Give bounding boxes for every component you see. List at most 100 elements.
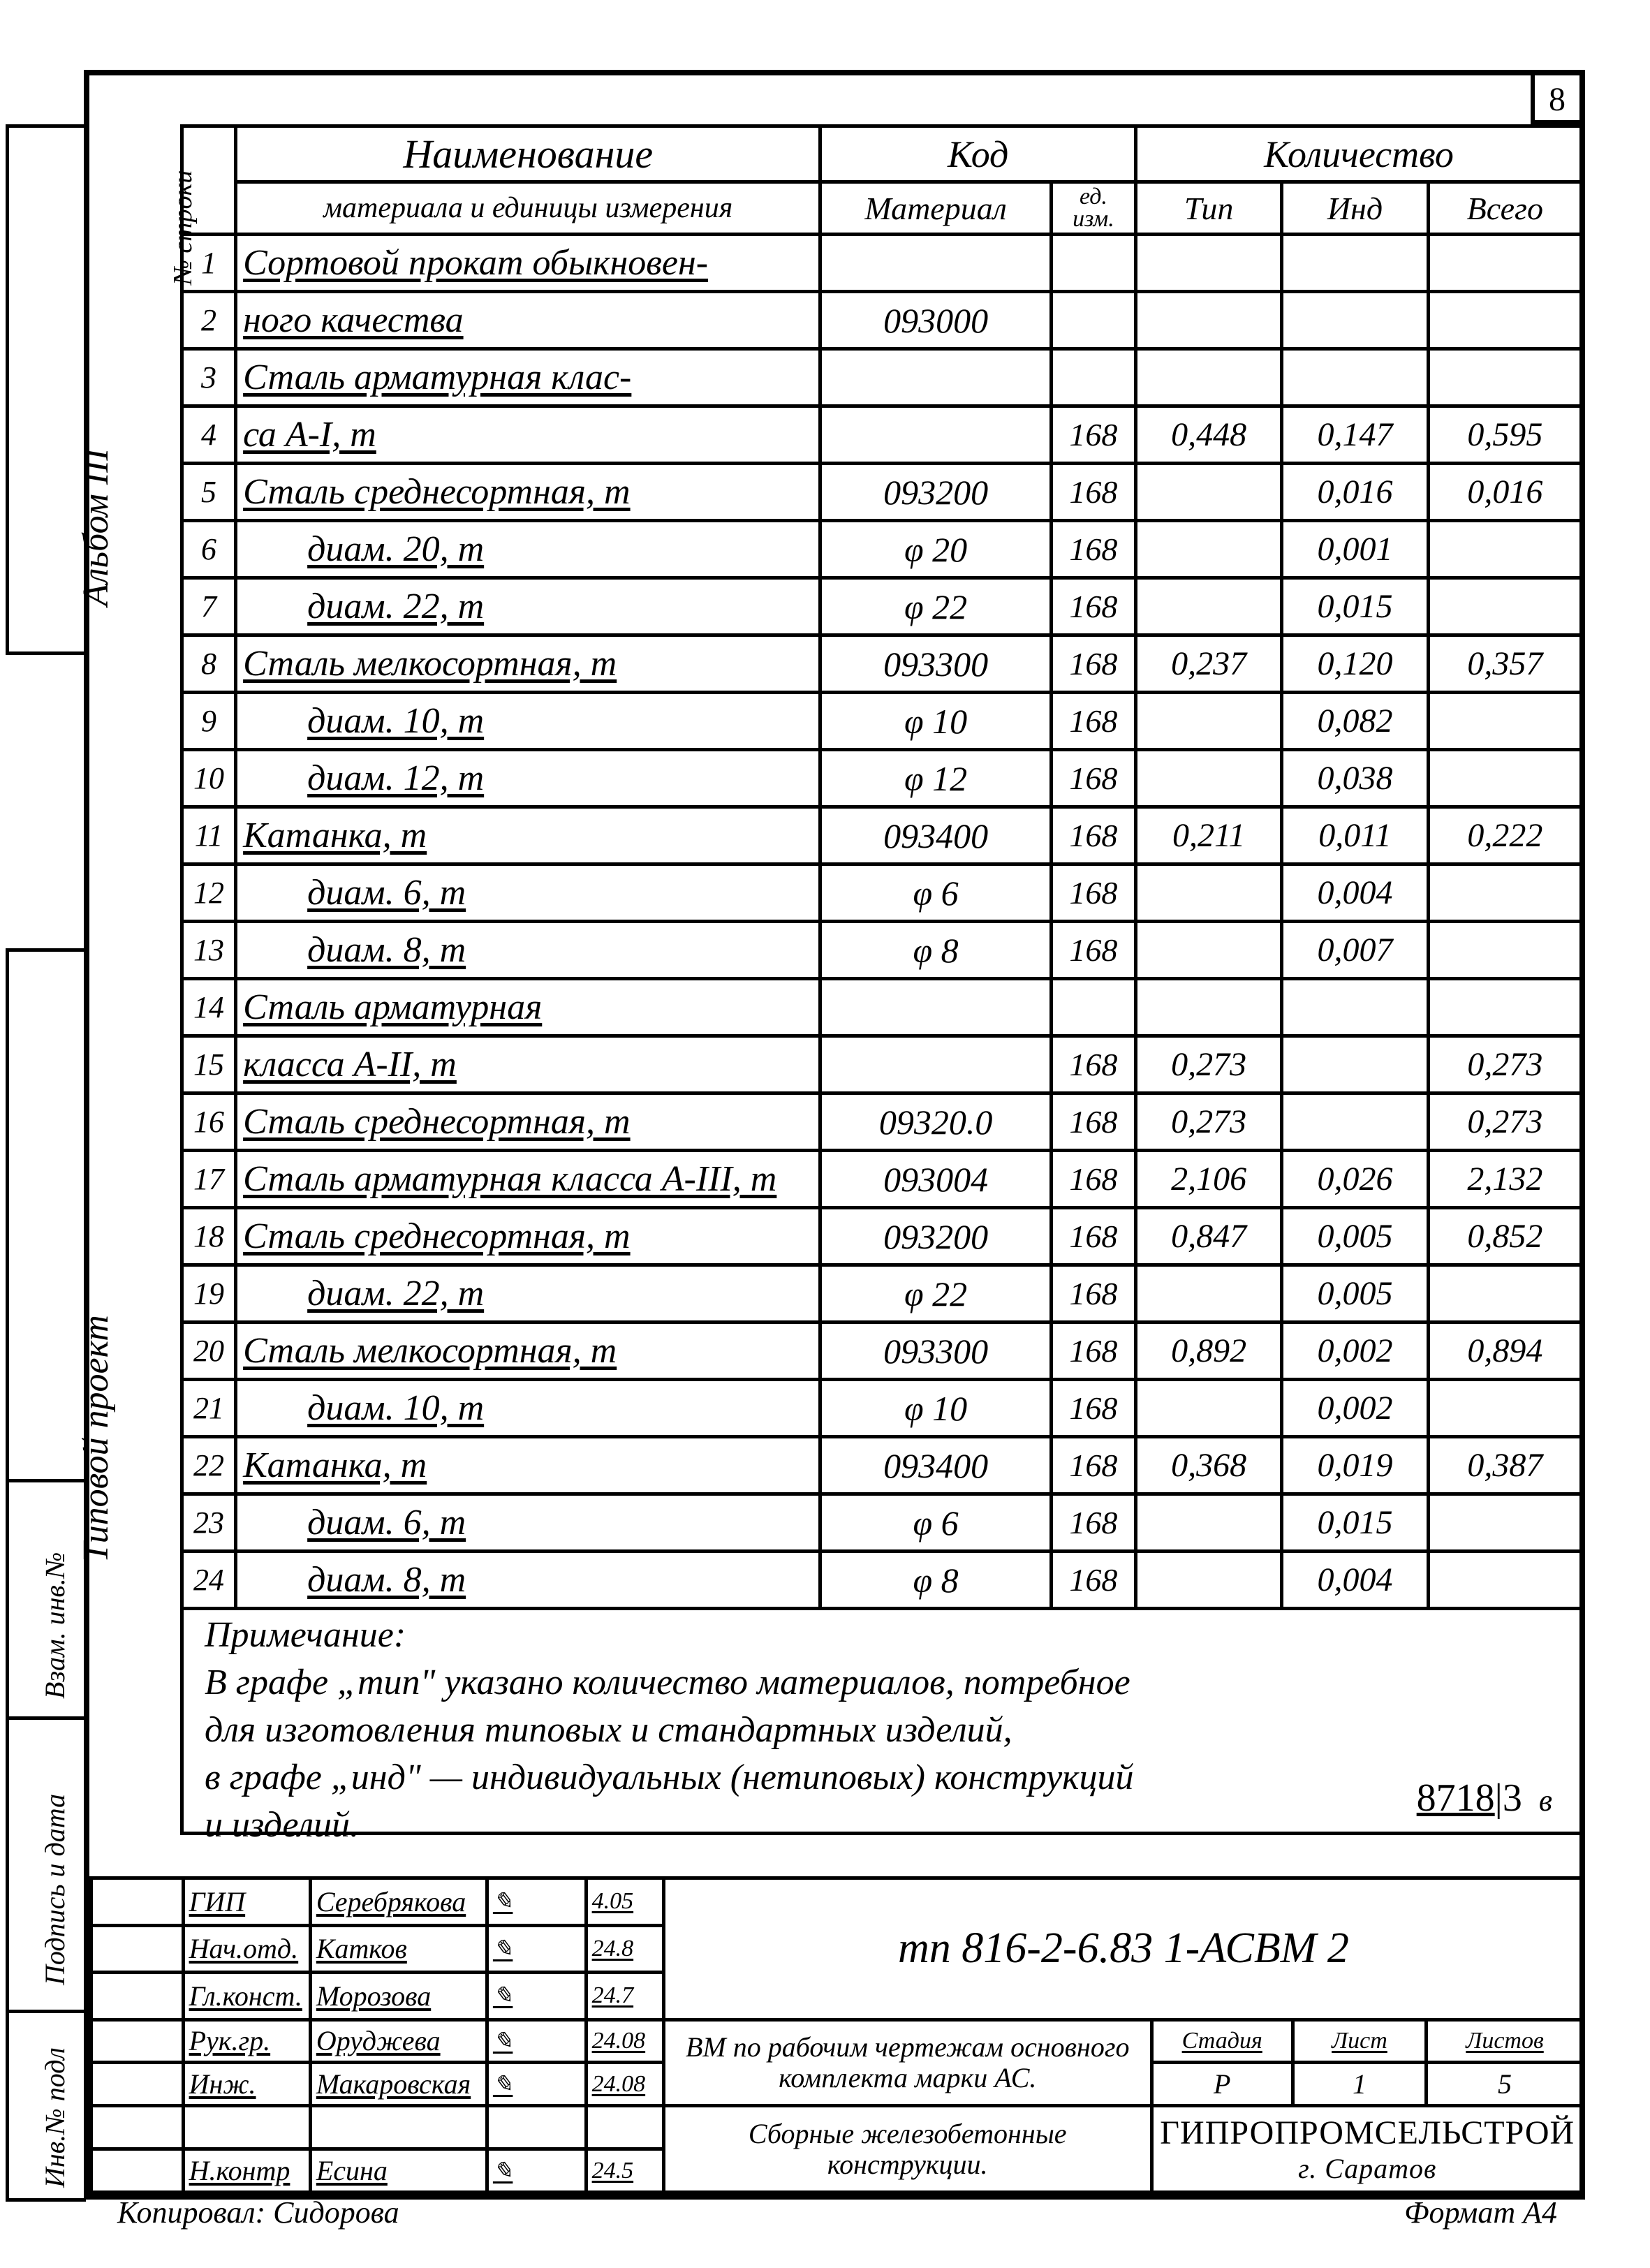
cell-ind	[1282, 235, 1428, 292]
cell-name: диам. 8, т	[236, 922, 820, 979]
materials-table: Наименование Код Количество материала и …	[180, 124, 1584, 1610]
cell-name: диам. 6, т	[236, 1494, 820, 1552]
table-row: 19диам. 22, тφ 221680,005	[182, 1265, 1582, 1323]
cell-name: класса А-II, т	[236, 1036, 820, 1094]
table-row: 18Сталь среднесортная, т0932001680,8470,…	[182, 1208, 1582, 1265]
hdr-vsego: Всего	[1428, 182, 1582, 235]
table-row: 9диам. 10, тφ 101680,082	[182, 693, 1582, 750]
cell-idx: 9	[182, 693, 236, 750]
cell-ed: 168	[1051, 1036, 1135, 1094]
cell-ed	[1051, 979, 1135, 1036]
note-stamp: 8718|3 в	[1417, 1774, 1552, 1825]
tb-name-2: Морозова	[310, 1973, 487, 2020]
cell-vsego	[1428, 693, 1582, 750]
cell-ed: 168	[1051, 406, 1135, 464]
tb-listov-h: Листов	[1427, 2019, 1584, 2063]
note-block: Примечание: В графе „тип" указано количе…	[180, 1605, 1584, 1835]
cell-ed: 168	[1051, 864, 1135, 922]
cell-vsego	[1428, 292, 1582, 349]
cell-name: диам. 22, т	[236, 578, 820, 635]
table-row: 10диам. 12, тφ 121680,038	[182, 750, 1582, 807]
cell-vsego	[1428, 1494, 1582, 1552]
cell-vsego	[1428, 578, 1582, 635]
side-album-box	[6, 124, 86, 655]
hdr-material: Материал	[820, 182, 1051, 235]
note-line4: и изделий.	[205, 1802, 1559, 1849]
hdr-kod: Код	[820, 126, 1136, 182]
table-row: 22Катанка, т0934001680,3680,0190,387	[182, 1437, 1582, 1494]
cell-name: диам. 10, т	[236, 693, 820, 750]
cell-vsego: 0,222	[1428, 807, 1582, 864]
cell-name: Сортовой прокат обыкновен-	[236, 235, 820, 292]
cell-material	[820, 979, 1051, 1036]
cell-ind: 0,005	[1282, 1265, 1428, 1323]
cell-ind: 0,016	[1282, 464, 1428, 521]
cell-ind: 0,120	[1282, 635, 1428, 693]
cell-vsego	[1428, 1380, 1582, 1437]
tb-date-0: 4.05	[586, 1878, 663, 1926]
cell-tip	[1136, 349, 1282, 406]
footer-right: Формат А4	[1404, 2195, 1557, 2230]
cell-tip: 2,106	[1136, 1151, 1282, 1208]
cell-idx: 21	[182, 1380, 236, 1437]
table-row: 20Сталь мелкосортная, т0933001680,8920,0…	[182, 1323, 1582, 1380]
cell-name: диам. 10, т	[236, 1380, 820, 1437]
table-row: 4са А-I, т1680,4480,1470,595	[182, 406, 1582, 464]
cell-tip	[1136, 578, 1282, 635]
cell-idx: 12	[182, 864, 236, 922]
cell-material: φ 8	[820, 922, 1051, 979]
cell-material	[820, 235, 1051, 292]
tb-list-h: Лист	[1292, 2019, 1426, 2063]
cell-ed: 168	[1051, 1552, 1135, 1609]
cell-idx: 5	[182, 464, 236, 521]
cell-ind: 0,004	[1282, 864, 1428, 922]
cell-idx: 11	[182, 807, 236, 864]
cell-ind: 0,015	[1282, 578, 1428, 635]
cell-ind: 0,001	[1282, 521, 1428, 578]
footer-left: Копировал: Сидорова	[117, 2195, 399, 2230]
cell-vsego: 2,132	[1428, 1151, 1582, 1208]
cell-idx: 1	[182, 235, 236, 292]
stamp-b: 3	[1503, 1776, 1522, 1820]
cell-vsego	[1428, 864, 1582, 922]
cell-idx: 24	[182, 1552, 236, 1609]
tb-blank1	[91, 1878, 184, 1926]
cell-material: φ 10	[820, 693, 1051, 750]
tb-desc2: Сборные железобетонные конструкции.	[663, 2106, 1151, 2193]
table-row: 6диам. 20, тφ 201680,001	[182, 521, 1582, 578]
cell-material	[820, 406, 1051, 464]
cell-ed: 168	[1051, 1323, 1135, 1380]
cell-ind	[1282, 1094, 1428, 1151]
cell-material	[820, 1036, 1051, 1094]
table-row: 3Сталь арматурная клас-	[182, 349, 1582, 406]
tb-blank6	[91, 2106, 184, 2149]
cell-tip	[1136, 464, 1282, 521]
cell-vsego	[1428, 521, 1582, 578]
cell-tip	[1136, 521, 1282, 578]
tb-list: 1	[1292, 2063, 1426, 2106]
cell-tip	[1136, 1494, 1282, 1552]
tb-date-5	[586, 2106, 663, 2149]
cell-ed: 168	[1051, 922, 1135, 979]
cell-tip	[1136, 750, 1282, 807]
hdr-idx	[182, 126, 236, 235]
cell-ed: 168	[1051, 1151, 1135, 1208]
cell-name: Сталь мелкосортная, т	[236, 1323, 820, 1380]
cell-ind: 0,002	[1282, 1323, 1428, 1380]
tb-date-4: 24.08	[586, 2063, 663, 2106]
cell-ed: 168	[1051, 464, 1135, 521]
cell-tip: 0,273	[1136, 1036, 1282, 1094]
cell-ind: 0,005	[1282, 1208, 1428, 1265]
hdr-tip: Тип	[1136, 182, 1282, 235]
table-row: 17Сталь арматурная класса А-III, т093004…	[182, 1151, 1582, 1208]
table-body: 1Сортовой прокат обыкновен-2ного качеств…	[182, 235, 1582, 1609]
tb-sig-3: ✎	[487, 2019, 586, 2063]
tb-org2: г. Саратов	[1158, 2152, 1578, 2185]
cell-idx: 14	[182, 979, 236, 1036]
tb-code: тп 816-2-6.83 1-АСВМ 2	[663, 1878, 1583, 2020]
tb-role-4: Инж.	[183, 2063, 310, 2106]
tb-sig-1: ✎	[487, 1925, 586, 1973]
cell-ed: 168	[1051, 1380, 1135, 1437]
cell-ind	[1282, 292, 1428, 349]
tb-role-2: Гл.конст.	[183, 1973, 310, 2020]
